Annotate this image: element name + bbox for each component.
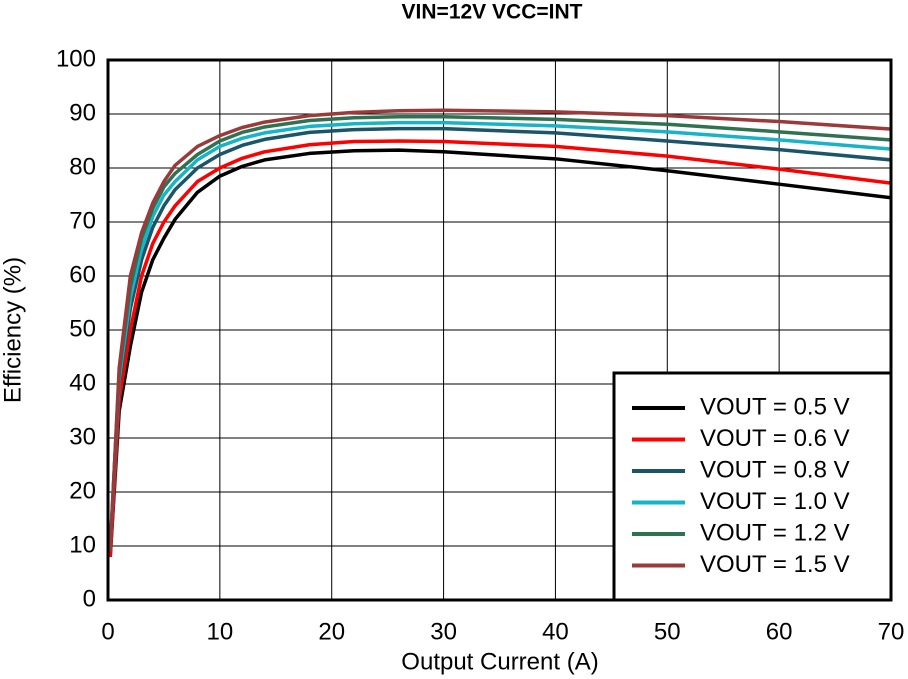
y-tick-label: 90 [69, 99, 96, 126]
legend-label: VOUT = 0.6 V [700, 425, 850, 452]
data-line [108, 120, 892, 547]
x-tick-label: 30 [430, 618, 457, 645]
x-tick-label: 50 [654, 618, 681, 645]
data-line [108, 148, 892, 557]
x-axis-label: Output Current (A) [401, 648, 598, 675]
legend-box [612, 371, 893, 602]
legend-label: VOUT = 0.8 V [700, 456, 850, 483]
y-tick-label: 20 [69, 477, 96, 504]
x-tick-label: 40 [542, 618, 569, 645]
chart-title: VIN=12V VCC=INT [402, 1, 583, 24]
y-tick-label: 100 [56, 45, 96, 72]
y-tick-label: 40 [69, 369, 96, 396]
x-tick-label: 20 [318, 618, 345, 645]
legend-label: VOUT = 1.0 V [700, 488, 850, 515]
legend-label: VOUT = 1.5 V [700, 551, 850, 578]
data-line [108, 139, 892, 557]
data-line [108, 108, 892, 552]
y-tick-label: 60 [69, 261, 96, 288]
y-tick-label: 30 [69, 423, 96, 450]
y-tick-label: 70 [69, 207, 96, 234]
x-tick-label: 10 [207, 618, 234, 645]
y-tick-label: 0 [83, 585, 96, 612]
y-tick-label: 80 [69, 153, 96, 180]
data-line [108, 126, 892, 552]
x-tick-label: 0 [101, 618, 114, 645]
x-tick-label: 60 [766, 618, 793, 645]
legend-label: VOUT = 1.2 V [700, 519, 850, 546]
y-tick-label: 10 [69, 531, 96, 558]
y-axis-label: Efficiency (%) [0, 257, 26, 403]
x-tick-label: 70 [878, 618, 905, 645]
legend-label: VOUT = 0.5 V [700, 393, 850, 420]
y-tick-label: 50 [69, 315, 96, 342]
plot-frame [106, 58, 893, 602]
